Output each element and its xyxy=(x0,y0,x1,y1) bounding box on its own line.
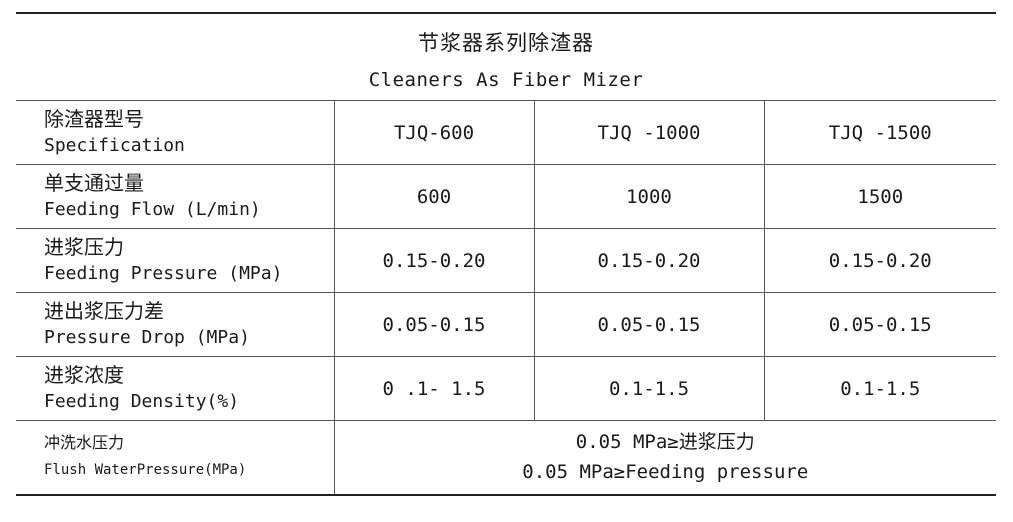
header-label-en: Specification xyxy=(44,134,185,156)
row-label-zh: 冲洗水压力 xyxy=(44,433,125,453)
row-label-cell: 冲洗水压力 Flush WaterPressure(MPa) xyxy=(16,420,335,496)
table-cell: 0.05-0.15 xyxy=(533,292,765,357)
title-row: 节浆器系列除渣器 Cleaners As Fiber Mizer xyxy=(16,12,997,101)
row-label-zh: 单支通过量 xyxy=(44,170,144,195)
table-row-feeding-density: 进浆浓度 Feeding Density(%) 0 .1- 1.5 0.1-1.… xyxy=(16,356,997,421)
row-label-cell: 进出浆压力差 Pressure Drop (MPa) xyxy=(16,292,335,357)
table-cell: 0.15-0.20 xyxy=(333,228,535,293)
flush-value-en: 0.05 MPa≥Feeding pressure xyxy=(522,461,809,484)
row-label-zh: 进出浆压力差 xyxy=(44,298,164,323)
table-cell: 0.05-0.15 xyxy=(333,292,535,357)
table-cell: 600 xyxy=(333,164,535,229)
row-label-cell: 进浆压力 Feeding Pressure (MPa) xyxy=(16,228,335,293)
table-title-en: Cleaners As Fiber Mizer xyxy=(368,69,644,91)
row-label-en: Feeding Density(%) xyxy=(44,390,240,412)
model-tjq-600: TJQ-600 xyxy=(333,100,535,165)
title-cell: 节浆器系列除渣器 Cleaners As Fiber Mizer xyxy=(16,12,997,101)
table-row-pressure-drop: 进出浆压力差 Pressure Drop (MPa) 0.05-0.15 0.0… xyxy=(16,292,997,357)
table-title-zh: 节浆器系列除渣器 xyxy=(418,31,595,55)
table-cell: 1000 xyxy=(533,164,765,229)
row-label-cell: 进浆浓度 Feeding Density(%) xyxy=(16,356,335,421)
table-cell: 0.05-0.15 xyxy=(763,292,997,357)
table-cell: 0.15-0.20 xyxy=(533,228,765,293)
spec-table: 节浆器系列除渣器 Cleaners As Fiber Mizer 除渣器型号 S… xyxy=(16,12,997,496)
table-cell: 0.15-0.20 xyxy=(763,228,997,293)
table-row-flush-water: 冲洗水压力 Flush WaterPressure(MPa) 0.05 MPa≥… xyxy=(16,420,997,496)
header-label-zh: 除渣器型号 xyxy=(44,106,144,131)
row-label-en: Pressure Drop (MPa) xyxy=(44,326,250,348)
table-row-feeding-pressure: 进浆压力 Feeding Pressure (MPa) 0.15-0.20 0.… xyxy=(16,228,997,293)
table-cell: 1500 xyxy=(763,164,997,229)
model-tjq-1000: TJQ -1000 xyxy=(533,100,765,165)
table-cell: 0.1-1.5 xyxy=(533,356,765,421)
table-cell: 0 .1- 1.5 xyxy=(333,356,535,421)
row-label-en: Feeding Flow (L/min) xyxy=(44,198,261,220)
table-row-feeding-flow: 单支通过量 Feeding Flow (L/min) 600 1000 1500 xyxy=(16,164,997,229)
row-label-en: Flush WaterPressure(MPa) xyxy=(44,462,247,479)
row-label-zh: 进浆浓度 xyxy=(44,362,124,387)
flush-value-cell: 0.05 MPa≥进浆压力 0.05 MPa≥Feeding pressure xyxy=(333,420,997,496)
row-label-zh: 进浆压力 xyxy=(44,234,124,259)
header-label-cell: 除渣器型号 Specification xyxy=(16,100,335,165)
table-cell: 0.1-1.5 xyxy=(763,356,997,421)
row-label-en: Feeding Pressure (MPa) xyxy=(44,262,283,284)
header-row: 除渣器型号 Specification TJQ-600 TJQ -1000 TJ… xyxy=(16,100,997,165)
row-label-cell: 单支通过量 Feeding Flow (L/min) xyxy=(16,164,335,229)
model-tjq-1500: TJQ -1500 xyxy=(763,100,997,165)
flush-value-zh: 0.05 MPa≥进浆压力 xyxy=(575,431,755,454)
